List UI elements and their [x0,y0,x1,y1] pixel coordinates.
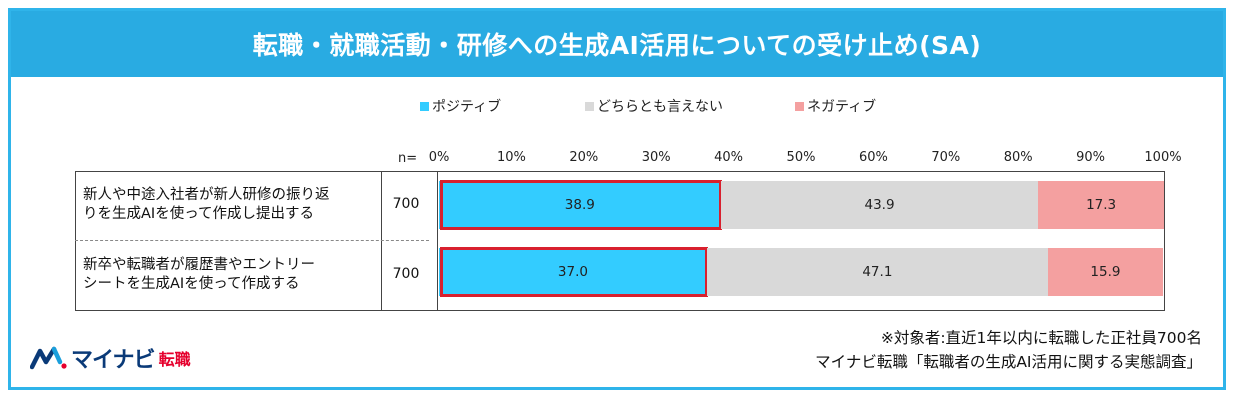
bar-segment-positive: 37.0 [439,248,707,296]
legend-swatch-neutral [585,101,594,111]
title-banner: 転職・就職活動・研修への生成AI活用についての受け止め(SA) [11,11,1223,77]
logo-brand: マイナビ [71,348,156,373]
footnote-target: ※対象者:直近1年以内に転職した正社員700名 [880,329,1202,347]
row-label-1-line2: りを生成AIを使って作成し提出する [83,206,314,222]
x-tick-label: 10% [496,150,526,165]
n-header: n= [398,151,418,166]
legend-label-negative: ネガティブ [807,99,877,115]
data-label: 47.1 [862,264,893,280]
bar-segment-negative: 15.9 [1047,248,1163,296]
legend-label-neutral: どちらとも言えない [597,99,723,115]
row-label-2: 新卒や転職者が履歴書やエントリー シートを生成AIを使って作成する [83,256,383,294]
x-tick-label: 40% [714,150,744,165]
data-label: 15.9 [1090,264,1121,280]
data-label: 17.3 [1086,197,1117,213]
table-divider-label [381,171,382,311]
chart-title: 転職・就職活動・研修への生成AI活用についての受け止め(SA) [252,31,982,60]
legend-swatch-negative [795,101,804,111]
bar-segment-neutral: 47.1 [706,248,1048,296]
mynavi-logo-icon [30,346,67,370]
x-tick-label: 100% [1144,150,1182,165]
row-label-2-line2: シートを生成AIを使って作成する [83,276,300,292]
row-label-2-line1: 新卒や転職者が履歴書やエントリー [83,257,315,273]
footnote-source: マイナビ転職「転職者の生成AI活用に関する実態調査」 [815,353,1202,371]
logo-sub: 転職 [158,350,191,369]
legend-label-positive: ポジティブ [432,99,502,115]
bar-segment-neutral: 43.9 [720,181,1039,229]
highlight-box [440,247,708,297]
x-tick-label: 30% [641,150,671,165]
legend-item-positive: ポジティブ [420,96,501,116]
chart-table [75,171,1165,311]
x-tick-label: 80% [1003,150,1033,165]
legend-swatch-positive [420,101,429,111]
data-label: 38.9 [564,197,595,213]
highlight-box [440,180,722,230]
bar-segment-negative: 17.3 [1038,181,1164,229]
legend-item-negative: ネガティブ [795,96,876,116]
x-tick-label: 20% [569,150,599,165]
table-divider-n [437,171,438,311]
x-tick-label: 60% [858,150,888,165]
row-separator [75,240,429,241]
x-tick-label: 90% [1076,150,1106,165]
legend-item-neutral: どちらとも言えない [585,96,723,116]
bar-segment-positive: 38.9 [439,181,721,229]
logo: マイナビ 転職 [30,342,191,374]
data-label: 37.0 [557,264,588,280]
row-label-1-line1: 新人や中途入社者が新人研修の振り返 [83,187,330,203]
x-tick-label: 70% [931,150,961,165]
row-n-1: 700 [392,196,420,212]
x-tick-label: 0% [428,150,450,165]
x-tick-label: 50% [786,150,816,165]
data-label: 43.9 [864,197,895,213]
row-label-1: 新人や中途入社者が新人研修の振り返 りを生成AIを使って作成し提出する [83,186,383,224]
row-n-2: 700 [392,266,420,282]
